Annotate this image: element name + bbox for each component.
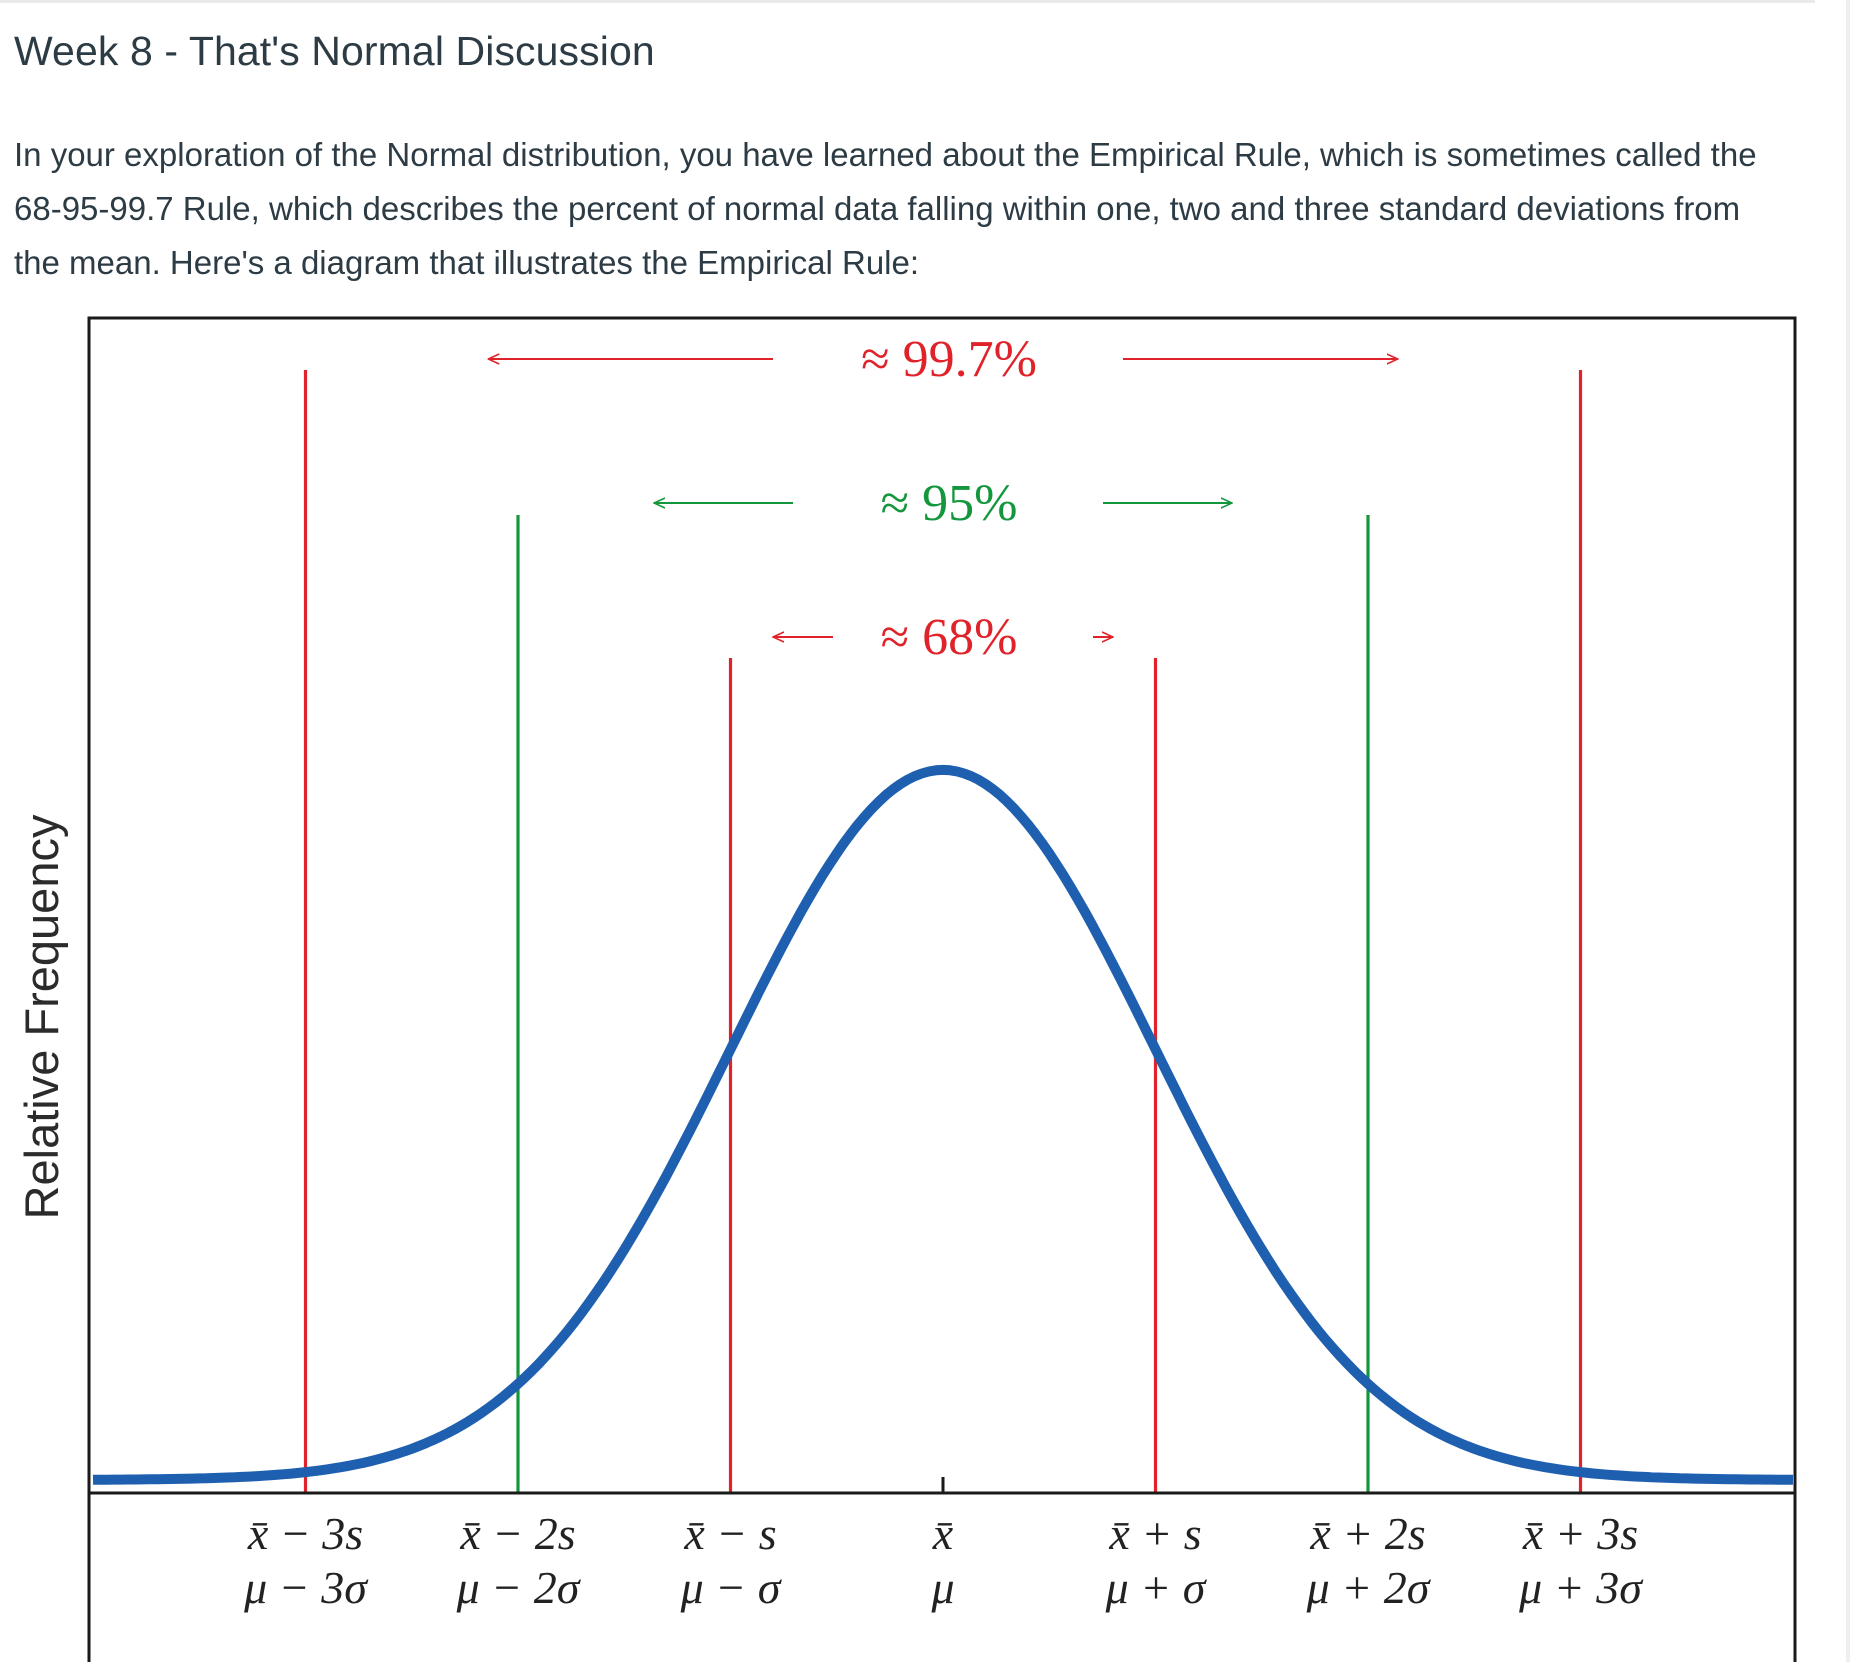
x-tick-labels: x̄ − 3sμ − 3σx̄ − 2sμ − 2σx̄ − sμ − σx̄μ… xyxy=(243,1508,1644,1613)
tick-label-sample-m3: x̄ − 3s xyxy=(247,1508,363,1559)
tick-label-sample-m1: x̄ − s xyxy=(683,1508,776,1559)
interval-bounds xyxy=(303,370,1583,1493)
tick-label-population-m1: μ − σ xyxy=(680,1562,783,1613)
right-scrollbar-edge xyxy=(1846,0,1850,1662)
tick-label-population-m2: μ − 2σ xyxy=(456,1562,582,1613)
x-axis xyxy=(89,1477,1795,1495)
tick-label-population-m3: μ − 3σ xyxy=(243,1562,369,1613)
top-divider xyxy=(0,0,1815,3)
tick-label-sample-m2: x̄ − 2s xyxy=(459,1508,575,1559)
interval-label-2sd: ≈ 95% xyxy=(881,475,1018,532)
tick-label-sample-3: x̄ + 3s xyxy=(1522,1508,1638,1559)
tick-label-sample-0: x̄ xyxy=(932,1508,954,1559)
tick-label-population-3: μ + 3σ xyxy=(1518,1562,1644,1613)
interval-label-3sd: ≈ 99.7% xyxy=(861,331,1037,388)
density-curve-layer xyxy=(92,764,1794,1485)
interval-labels: ≈ 68% ≈ 95% ≈ 99.7% xyxy=(488,331,1398,666)
interval-label-1sd: ≈ 68% xyxy=(881,609,1018,666)
intro-paragraph: In your exploration of the Normal distri… xyxy=(14,136,1757,281)
tick-label-sample-2: x̄ + 2s xyxy=(1309,1508,1425,1559)
empirical-rule-figure: Relative Frequency ≈ 68% ≈ 95% ≈ 99.7% x̄ … xyxy=(0,308,1850,1662)
y-axis-label: Relative Frequency xyxy=(15,814,68,1219)
page-title: Week 8 - That's Normal Discussion xyxy=(14,28,655,74)
plot-frame xyxy=(87,316,1797,1662)
tick-label-sample-1: x̄ + s xyxy=(1108,1508,1201,1559)
empirical-rule-chart: Relative Frequency ≈ 68% ≈ 95% ≈ 99.7% x̄ … xyxy=(15,316,1797,1662)
tick-label-population-0: μ xyxy=(930,1562,954,1613)
tick-label-population-1: μ + σ xyxy=(1105,1562,1208,1613)
density-curve xyxy=(92,764,1794,1485)
tick-label-population-2: μ + 2σ xyxy=(1306,1562,1432,1613)
